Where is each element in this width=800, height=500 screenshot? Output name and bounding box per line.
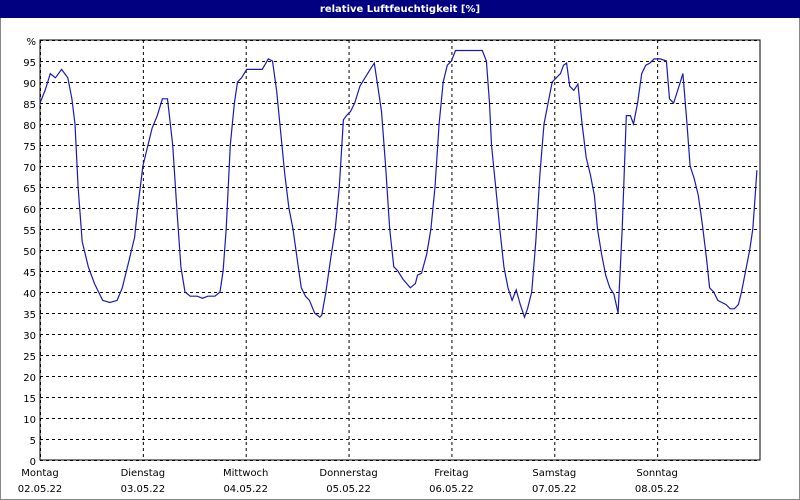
y-tick-label: 40: [23, 289, 36, 300]
y-tick-label: %: [26, 37, 36, 48]
grid-layer: [40, 40, 760, 461]
y-tick-label: 75: [23, 142, 36, 153]
plot-frame: [39, 39, 761, 461]
y-tick-label: 30: [23, 331, 36, 342]
x-tick-day: Donnerstag: [319, 468, 377, 479]
y-tick-label: 60: [23, 205, 36, 216]
y-tick-label: 65: [23, 184, 36, 195]
y-tick-label: 70: [23, 163, 36, 174]
x-tick-date: 05.05.22: [326, 484, 371, 495]
y-tick-label: 5: [30, 436, 36, 447]
x-tick-date: 03.05.22: [121, 484, 166, 495]
x-tick-day: Montag: [21, 468, 58, 479]
y-tick-label: 25: [23, 352, 36, 363]
x-tick-day: Dienstag: [121, 468, 166, 479]
y-tick-label: 80: [23, 121, 36, 132]
x-tick-day: Mittwoch: [223, 468, 268, 479]
chart-title: relative Luftfeuchtigkeit [%]: [320, 4, 480, 15]
x-tick-day: Samstag: [532, 468, 576, 479]
y-tick-label: 10: [23, 415, 36, 426]
x-tick-date: 06.05.22: [429, 484, 474, 495]
x-tick-date: 08.05.22: [635, 484, 680, 495]
x-tick-date: 07.05.22: [532, 484, 577, 495]
x-tick-date: 04.05.22: [223, 484, 268, 495]
title-bar: [0, 0, 800, 18]
x-tick-day: Freitag: [434, 468, 468, 479]
humidity-line: [39, 49, 758, 320]
y-tick-label: 90: [23, 79, 36, 90]
y-tick-label: 85: [23, 100, 36, 111]
y-tick-label: 45: [23, 268, 36, 279]
y-tick-label: 55: [23, 226, 36, 237]
y-tick-label: 95: [23, 58, 36, 69]
y-tick-label: 20: [23, 373, 36, 384]
y-tick-label: 50: [23, 247, 36, 258]
y-tick-label: 0: [30, 457, 36, 468]
y-tick-label: 15: [23, 394, 36, 405]
x-tick-day: Sonntag: [636, 468, 678, 479]
x-tick-date: 02.05.22: [18, 484, 63, 495]
y-tick-label: 35: [23, 310, 36, 321]
